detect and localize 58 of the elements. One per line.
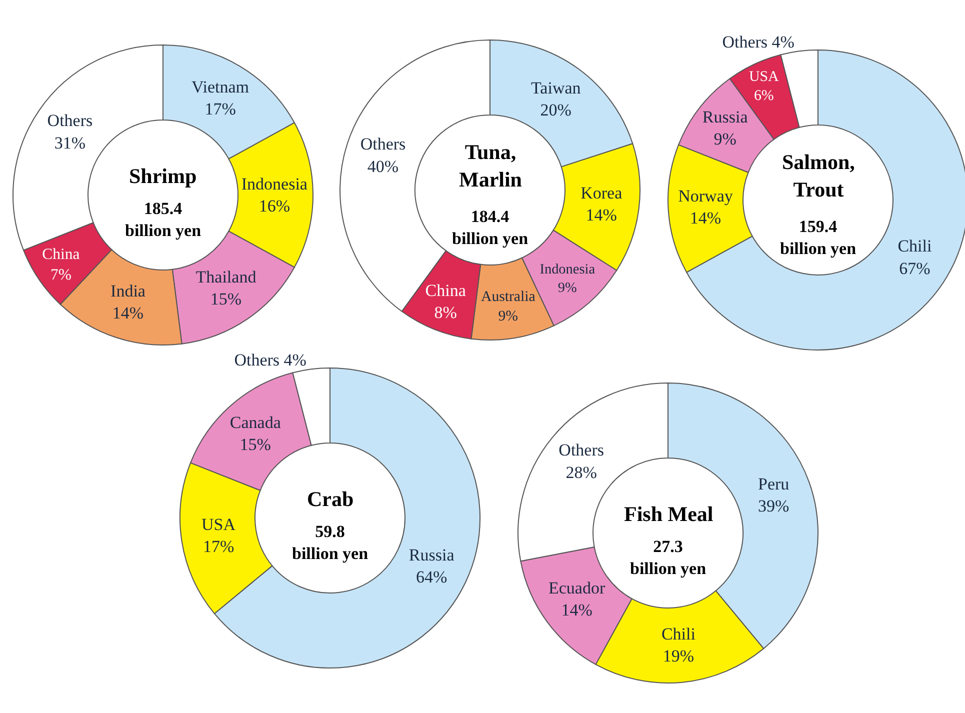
data-label: 14% <box>561 600 592 620</box>
data-label: 28% <box>566 462 597 482</box>
slice-label: Indonesia <box>540 261 596 278</box>
data-label: 67% <box>899 258 930 278</box>
slice-label: USA <box>748 68 780 85</box>
data-label: 40% <box>367 156 399 176</box>
text: 27.3 billion yen <box>630 537 707 578</box>
text: Crab <box>307 487 354 511</box>
slice-label: Vietnam <box>192 78 250 97</box>
slice-label: Chili <box>898 236 932 256</box>
slice-label: Canada <box>230 413 282 432</box>
data-label: 8% <box>434 303 457 322</box>
text: 59.8 billion yen <box>292 522 369 564</box>
text: Salmon, Trout <box>782 150 855 202</box>
text: Fish Meal <box>624 502 714 526</box>
text: Shrimp <box>129 164 197 188</box>
slice-label: China <box>42 246 80 264</box>
data-label: 15% <box>240 435 271 454</box>
data-label: 39% <box>758 496 790 516</box>
data-label: 6% <box>754 88 774 104</box>
data-label: 14% <box>112 304 144 323</box>
slice-label: Russia <box>408 545 455 564</box>
text: 184.4 billion yen <box>452 207 529 248</box>
data-label: 14% <box>586 206 617 225</box>
text: 185.4 billion yen <box>125 199 202 240</box>
slice-label: Thailand <box>196 267 257 286</box>
slice-label: Norway <box>678 186 734 206</box>
data-label: 9% <box>498 308 518 324</box>
data-label: 7% <box>50 266 72 284</box>
slice-label: USA <box>202 515 236 534</box>
slice-label: India <box>110 281 146 300</box>
slice-label: Taiwan <box>530 78 582 98</box>
slice-label: Others 4% <box>234 350 306 370</box>
data-label: 9% <box>714 130 736 149</box>
slice-label: Others <box>360 134 406 154</box>
data-label: 20% <box>540 100 572 120</box>
data-label: 31% <box>54 133 86 152</box>
slice-label: Others <box>47 111 93 130</box>
slice-label: China <box>425 281 466 300</box>
slice-label: Peru <box>758 474 790 494</box>
data-label: 17% <box>202 537 234 556</box>
slice-label: Others 4% <box>722 32 794 52</box>
data-label: 9% <box>558 280 577 296</box>
data-label: 14% <box>690 208 722 228</box>
data-label: 19% <box>662 646 694 666</box>
text: Tuna, Marlin <box>459 140 522 192</box>
slice-label: Ecuador <box>548 578 606 598</box>
data-label: 15% <box>210 290 242 309</box>
slice-label: Others <box>558 440 604 460</box>
data-label: 16% <box>258 196 290 216</box>
text: 159.4 billion yen <box>780 217 857 258</box>
slice-label: Indonesia <box>241 174 308 194</box>
slice-label: Russia <box>702 108 748 127</box>
data-label: 64% <box>416 567 448 586</box>
data-label: 17% <box>204 100 236 119</box>
slice-label: Australia <box>481 288 536 305</box>
slice-label: Chili <box>661 624 696 644</box>
slice-label: Korea <box>580 184 623 203</box>
